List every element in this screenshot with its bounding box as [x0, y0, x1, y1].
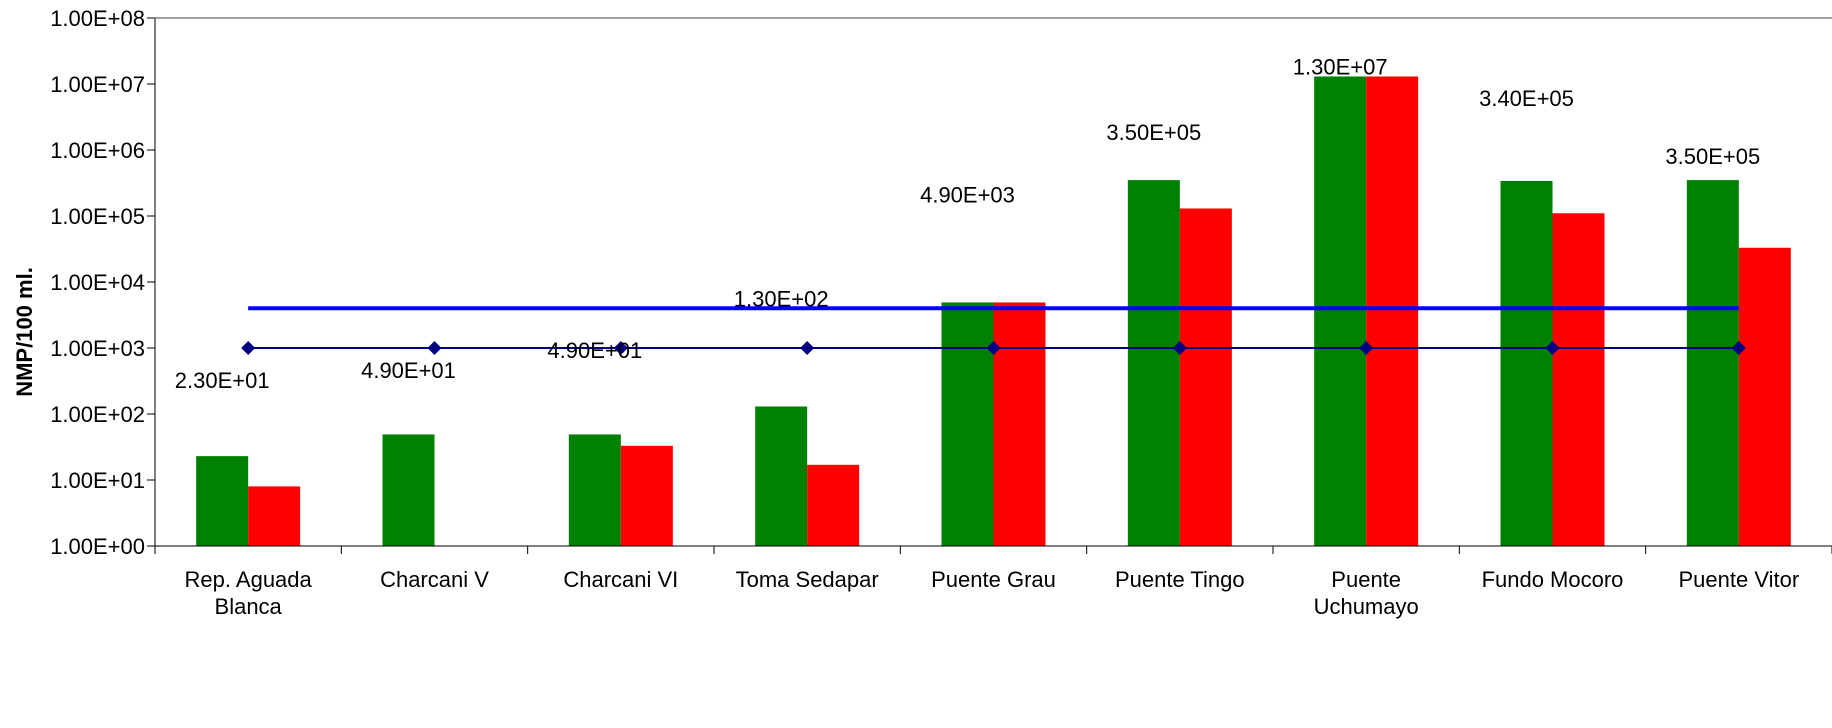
x-category-label-8: Fundo Mocoro: [1482, 567, 1624, 592]
data-label-4: 1.30E+02: [734, 286, 829, 311]
bar-series-2-7: [1366, 76, 1419, 546]
bar-series-1-3: [568, 434, 621, 546]
line-marker-3: [613, 341, 628, 355]
line-marker-7: [1359, 341, 1374, 355]
x-category-label-6: Puente Tingo: [1115, 567, 1245, 592]
bar-series-1-4: [755, 406, 808, 546]
y-tick-label-7: 1.00E+06: [50, 138, 145, 163]
y-axis-title: NMP/100 ml.: [12, 267, 37, 397]
bar-series-1-7: [1314, 76, 1367, 546]
data-label-8: 3.40E+05: [1479, 86, 1574, 111]
data-label-1: 2.30E+01: [175, 368, 270, 393]
y-tick-label-9: 1.00E+08: [50, 6, 145, 31]
bar-series-2-8: [1552, 213, 1605, 547]
line-marker-9: [1731, 341, 1746, 355]
line-marker-8: [1545, 341, 1560, 355]
line-marker-5: [986, 341, 1001, 355]
data-label-5: 4.90E+03: [920, 182, 1015, 207]
line-marker-6: [1172, 341, 1187, 355]
data-label-6: 3.50E+05: [1106, 120, 1201, 145]
y-tick-label-5: 1.00E+04: [50, 270, 145, 295]
data-label-9: 3.50E+05: [1665, 144, 1760, 169]
x-category-label-9: Puente Vitor: [1678, 567, 1799, 592]
y-tick-label-6: 1.00E+05: [50, 204, 145, 229]
x-category-label-4: Toma Sedapar: [736, 567, 879, 592]
x-category-label-1: Rep. Aguada Blanca: [185, 567, 313, 619]
bar-series-1-5: [941, 302, 994, 546]
bar-series-2-4: [807, 464, 860, 546]
line-marker-1: [241, 341, 256, 355]
line-marker-2: [427, 341, 442, 355]
bar-series-1-8: [1500, 180, 1553, 546]
x-category-label-7: Puente Uchumayo: [1314, 567, 1419, 619]
bar-series-1-9: [1686, 180, 1739, 547]
data-label-3: 4.90E+01: [547, 338, 642, 363]
bar-series-1-2: [382, 434, 435, 546]
bar-series-2-6: [1179, 208, 1232, 546]
y-tick-label-3: 1.00E+02: [50, 402, 145, 427]
line-marker-4: [800, 341, 815, 355]
data-label-2: 4.90E+01: [361, 358, 456, 383]
bar-series-1-1: [196, 456, 249, 546]
y-tick-label-1: 1.00E+00: [50, 534, 145, 559]
bar-series-2-1: [248, 486, 301, 546]
x-category-label-3: Charcani VI: [563, 567, 678, 592]
y-tick-label-2: 1.00E+01: [50, 468, 145, 493]
bar-series-2-9: [1738, 247, 1791, 546]
bar-series-2-5: [993, 302, 1046, 546]
x-category-label-2: Charcani V: [380, 567, 489, 592]
bar-series-2-3: [620, 445, 673, 546]
data-label-7: 1.30E+07: [1293, 54, 1388, 79]
y-tick-label-4: 1.00E+03: [50, 336, 145, 361]
bar-series-1-6: [1127, 180, 1180, 547]
y-tick-label-8: 1.00E+07: [50, 72, 145, 97]
x-category-label-5: Puente Grau: [931, 567, 1056, 592]
